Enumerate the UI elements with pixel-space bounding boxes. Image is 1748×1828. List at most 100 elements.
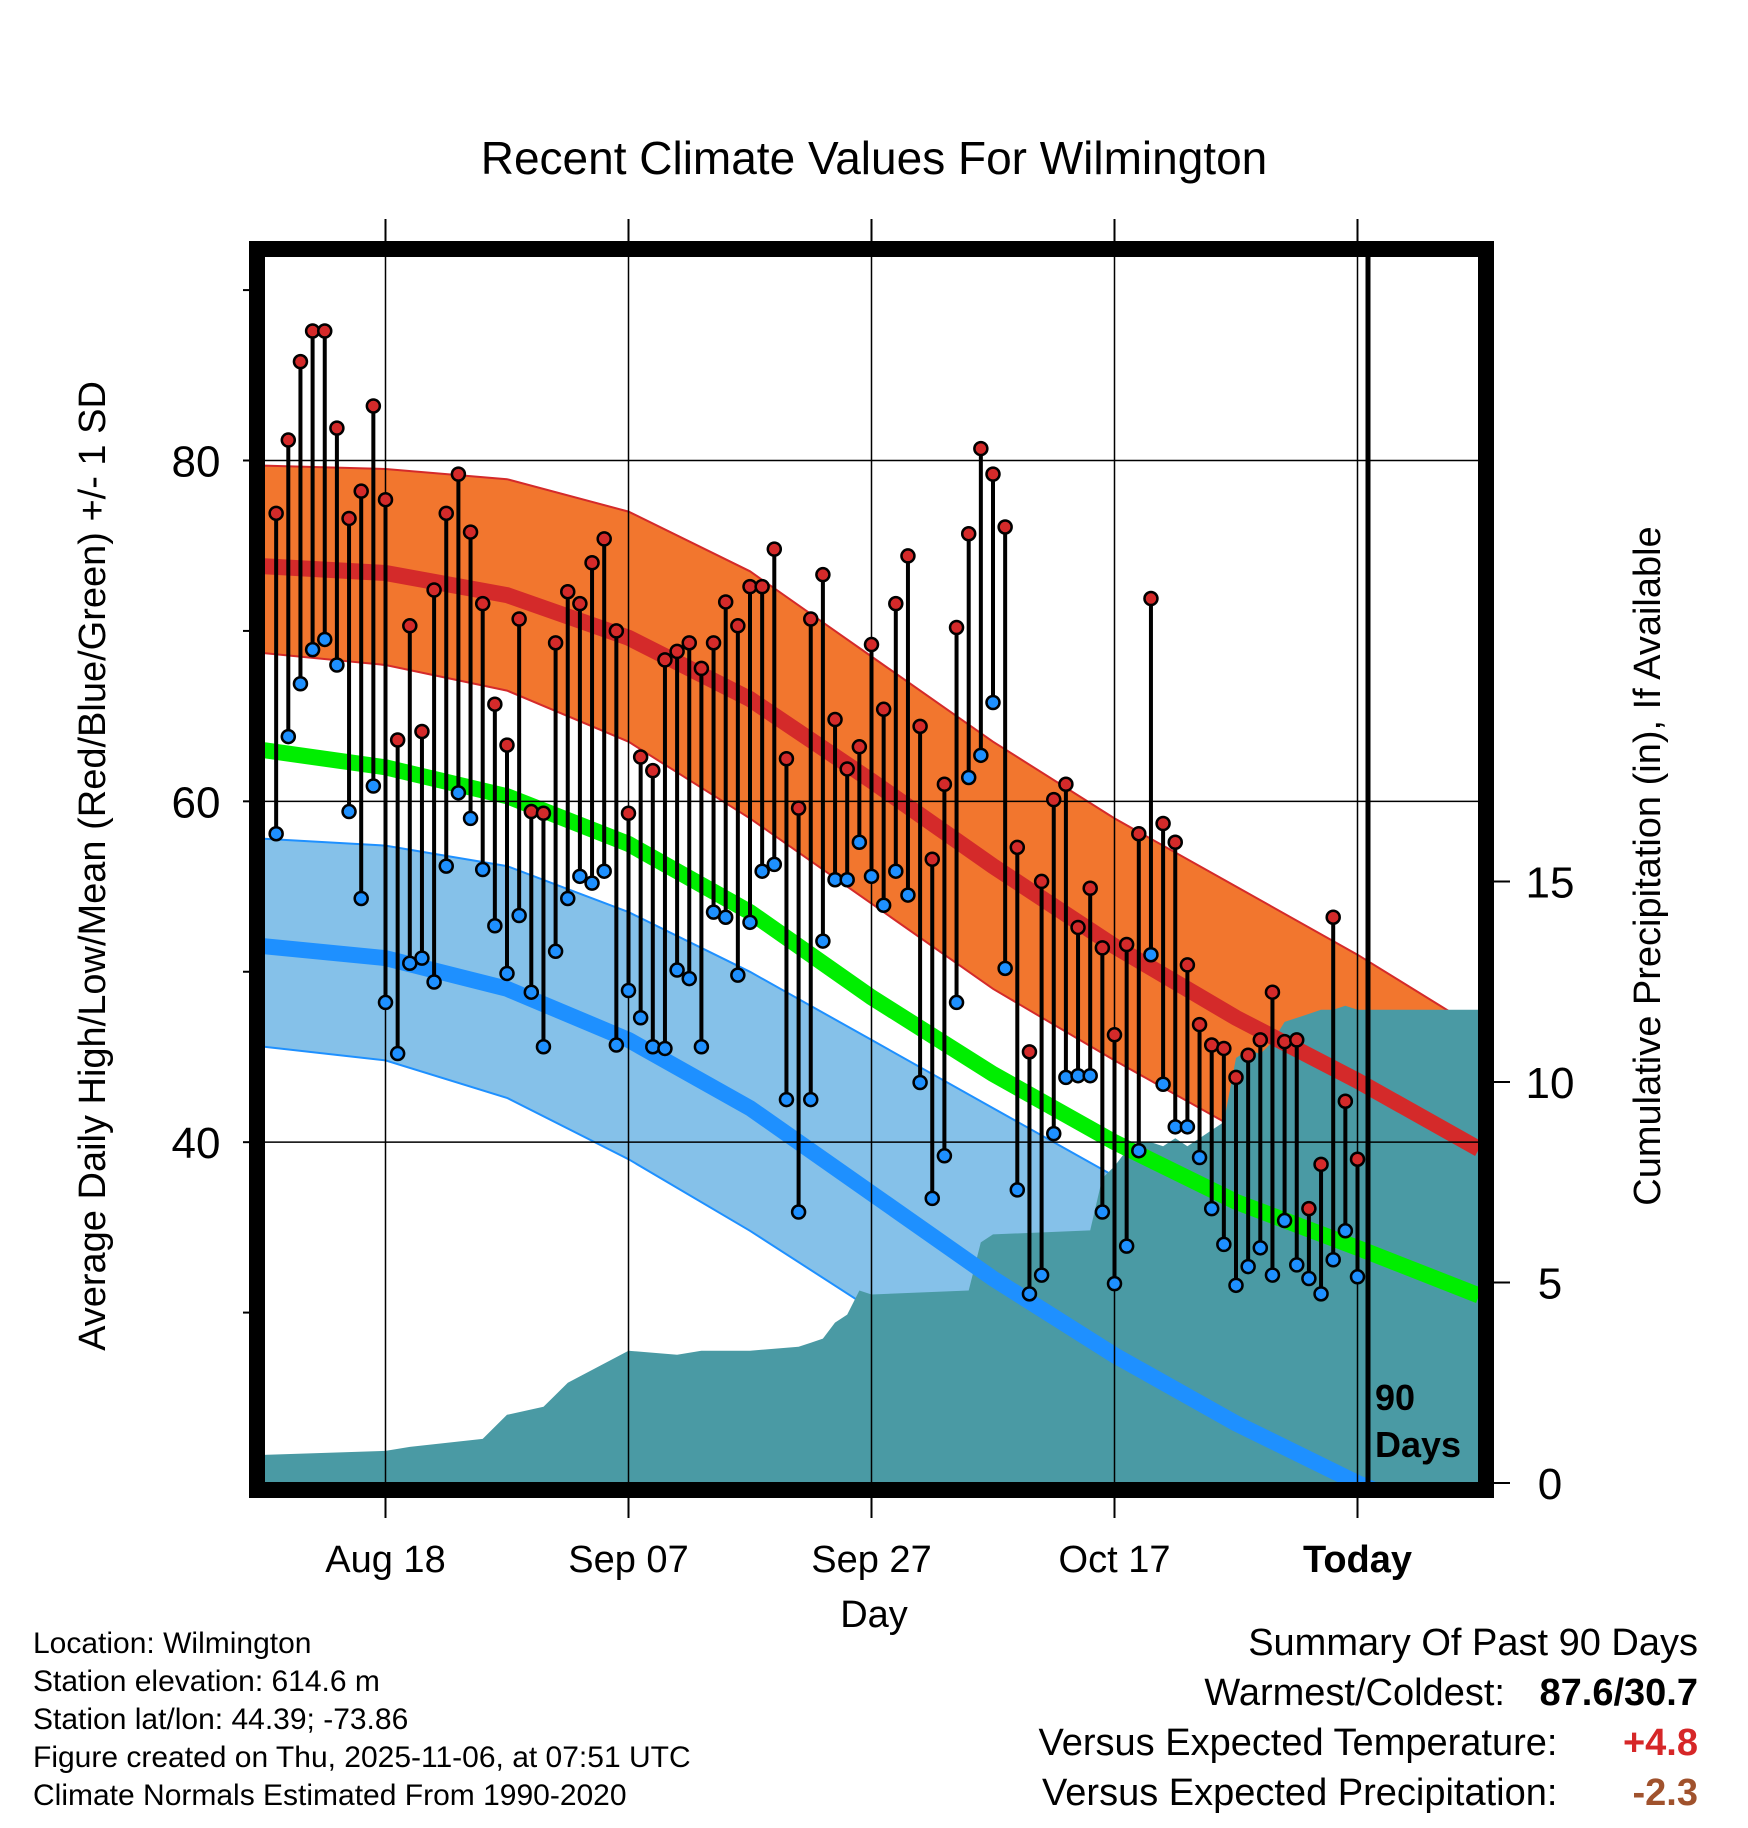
obs-high-point (997, 519, 1013, 535)
obs-high-point (523, 803, 540, 820)
obs-high-point (657, 652, 673, 668)
obs-high-point (1325, 909, 1341, 925)
y2-axis-label: Cumulative Precipitation (in), If Availa… (1627, 526, 1669, 1205)
obs-low-point (681, 970, 697, 987)
obs-high-point (450, 466, 467, 482)
y2-tick-label: 5 (1538, 1260, 1562, 1309)
obs-low-point (1131, 1142, 1147, 1159)
y2-tick-label: 0 (1538, 1460, 1562, 1509)
obs-low-point (499, 965, 515, 982)
today-label-90: 90 (1375, 1377, 1415, 1418)
obs-high-point (1094, 940, 1111, 956)
footer-location: Location: Wilmington (33, 1627, 312, 1660)
obs-high-point (547, 635, 564, 651)
obs-low-point (1094, 1204, 1111, 1220)
obs-low-point (1021, 1286, 1038, 1302)
obs-low-point (1264, 1267, 1281, 1283)
obs-low-point (523, 984, 540, 1000)
obs-high-point (985, 466, 1001, 482)
obs-high-point (474, 595, 491, 612)
obs-low-point (620, 982, 637, 999)
obs-low-point (535, 1038, 552, 1055)
obs-low-point (450, 785, 467, 801)
obs-low-point (1252, 1240, 1269, 1256)
obs-low-point (1301, 1270, 1317, 1287)
obs-high-point (693, 660, 710, 677)
obs-low-point (888, 863, 904, 879)
obs-low-point (900, 887, 916, 903)
obs-low-point (645, 1038, 661, 1055)
obs-high-point (268, 505, 284, 522)
chart-title: Recent Climate Values For Wilmington (481, 132, 1268, 184)
obs-high-point (1301, 1200, 1317, 1217)
y-tick-label: 60 (172, 778, 221, 827)
summary-heading: Summary Of Past 90 Days (1248, 1622, 1698, 1664)
warmest-label: Warmest/Coldest: (1204, 1672, 1505, 1714)
obs-high-point (511, 611, 527, 627)
obs-high-point (377, 491, 394, 508)
obs-low-point (560, 890, 576, 907)
obs-low-point (1118, 1238, 1135, 1254)
obs-low-point (547, 943, 564, 960)
obs-low-point (1228, 1277, 1244, 1294)
summary-precip: Versus Expected Precipitation: -2.3 (1042, 1772, 1698, 1815)
obs-low-point (936, 1148, 953, 1164)
obs-low-point (1276, 1212, 1293, 1229)
obs-low-point (329, 657, 345, 673)
obs-low-point (353, 890, 369, 907)
obs-high-point (438, 505, 454, 522)
obs-high-point (1276, 1033, 1293, 1050)
obs-low-point (365, 778, 382, 794)
obs-low-point (389, 1045, 406, 1062)
obs-high-point (632, 749, 649, 765)
y-tick-label: 80 (172, 438, 221, 487)
obs-low-point (292, 675, 309, 692)
x-tick-label: Aug 18 (325, 1539, 445, 1581)
obs-low-point (462, 810, 479, 827)
obs-low-point (839, 871, 855, 888)
obs-low-point (511, 907, 527, 924)
obs-low-point (341, 803, 357, 820)
obs-low-point (742, 914, 758, 931)
obs-low-point (960, 769, 977, 786)
obs-low-point (754, 863, 770, 879)
obs-low-point (669, 962, 685, 978)
summary-temp: Versus Expected Temperature: +4.8 (1039, 1722, 1698, 1765)
obs-high-point (1070, 919, 1086, 936)
summary-warmest: Warmest/Coldest: 87.6/30.7 (1204, 1672, 1698, 1715)
obs-high-point (851, 739, 868, 755)
obs-high-point (888, 595, 904, 612)
obs-low-point (924, 1190, 940, 1207)
obs-high-point (499, 737, 515, 753)
obs-low-point (766, 856, 783, 873)
obs-low-point (438, 858, 454, 874)
obs-high-point (766, 541, 783, 557)
obs-low-point (1058, 1069, 1074, 1086)
obs-high-point (900, 548, 916, 564)
obs-high-point (912, 718, 928, 735)
obs-low-point (1337, 1223, 1354, 1239)
obs-high-point (1313, 1156, 1329, 1173)
obs-high-point (365, 398, 382, 414)
obs-high-point (790, 800, 807, 816)
station-info: Location: Wilmington Station elevation: … (33, 1625, 691, 1815)
obs-high-point (1179, 957, 1196, 973)
y-tick-label: 40 (172, 1119, 221, 1168)
obs-high-point (487, 696, 503, 712)
obs-high-point (292, 353, 309, 370)
warmest-value: 87.6/30.7 (1539, 1672, 1698, 1714)
obs-high-point (1155, 815, 1171, 832)
obs-low-point (1289, 1257, 1305, 1273)
obs-high-point (535, 805, 552, 822)
obs-high-point (341, 510, 357, 527)
obs-low-point (1240, 1258, 1256, 1275)
obs-high-point (960, 526, 977, 542)
obs-high-point (620, 805, 637, 822)
x-tick-label: Sep 07 (568, 1539, 688, 1581)
obs-low-point (632, 1010, 649, 1026)
obs-low-point (414, 950, 430, 966)
obs-low-point (596, 863, 612, 879)
obs-high-point (754, 578, 770, 595)
obs-high-point (778, 750, 795, 767)
x-tick-label: Today (1303, 1539, 1412, 1581)
